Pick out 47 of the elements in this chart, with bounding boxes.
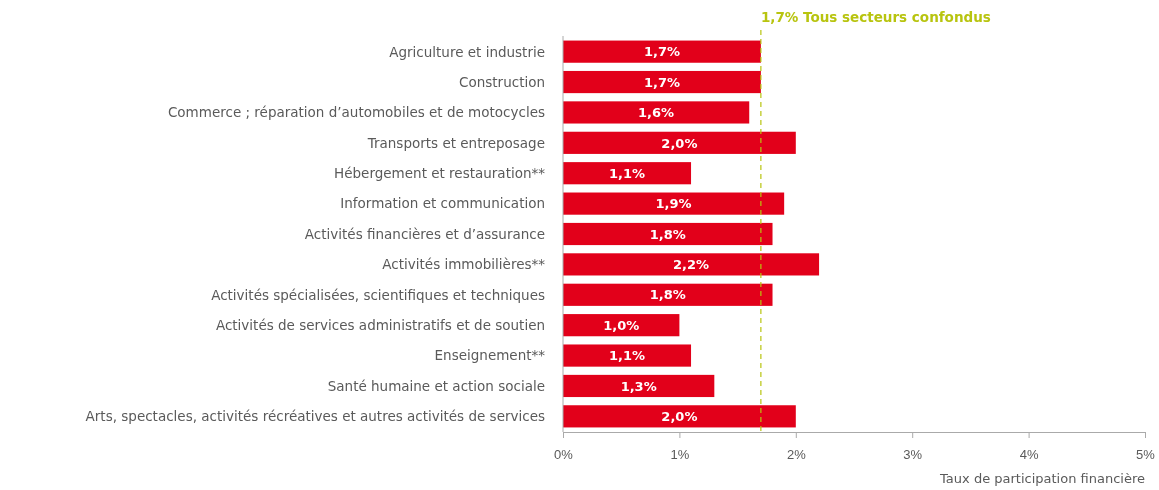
- bar: [563, 162, 692, 185]
- y-tick-label: Enseignement**: [434, 347, 546, 364]
- ref-line-label: 1,7% Tous secteurs confondus: [760, 9, 991, 25]
- data-label: 1,7%: [643, 44, 680, 60]
- data-label: 1,1%: [608, 165, 646, 181]
- bar: [563, 70, 761, 94]
- bar: [563, 253, 820, 276]
- x-axis-title: Taux de participation financière: [939, 471, 1145, 486]
- y-tick-label: Activités financières et d’assurance: [304, 225, 545, 242]
- y-tick-label: Transports et entreposage: [366, 134, 545, 151]
- data-label: 1,1%: [608, 348, 646, 364]
- y-tick-label: Arts, spectacles, activités récréatives et autres activités de services: [85, 408, 545, 425]
- y-tick-label: Santé humaine et action sociale: [327, 377, 545, 394]
- data-label: 1,0%: [603, 317, 640, 333]
- bar: [563, 374, 715, 398]
- data-label: 2,0%: [661, 135, 698, 151]
- bar: [563, 405, 796, 428]
- bar: [563, 131, 796, 154]
- data-label: 1,7%: [643, 74, 680, 90]
- data-label: 1,9%: [655, 196, 692, 212]
- data-label: 1,8%: [649, 287, 686, 303]
- x-tick-label: 4%: [1019, 447, 1039, 463]
- data-label: 1,8%: [649, 226, 686, 242]
- data-label: 1,3%: [620, 378, 657, 394]
- data-label: 2,0%: [661, 409, 698, 425]
- bar: [563, 40, 761, 63]
- x-tick-label: 5%: [1136, 447, 1156, 463]
- x-tick-label: 1%: [670, 447, 690, 463]
- y-tick-label: Hébergement et restauration**: [334, 165, 546, 182]
- y-tick-label: Activités immobilières**: [382, 256, 546, 273]
- bar: [563, 283, 773, 306]
- y-tick-label: Construction: [459, 73, 545, 90]
- y-tick-label: Commerce ; réparation d’automobiles et de motocycles: [167, 104, 545, 121]
- bar: [563, 222, 773, 246]
- x-tick-label: 3%: [903, 447, 923, 463]
- bar: [563, 192, 785, 215]
- y-tick-label: Agriculture et industrie: [389, 43, 545, 60]
- bar: [563, 344, 692, 367]
- x-tick-label: 2%: [786, 447, 807, 463]
- x-tick-label: 0%: [554, 447, 574, 463]
- data-label: 1,6%: [638, 105, 675, 121]
- y-tick-label: Activités de services administratifs et de soutien: [215, 317, 545, 334]
- y-tick-label: Information et communication: [340, 195, 545, 212]
- data-label: 2,2%: [673, 257, 710, 273]
- bar: [563, 314, 680, 337]
- y-tick-label: Activités spécialisées, scientifiques et techniques: [211, 286, 545, 303]
- bar: [563, 101, 750, 124]
